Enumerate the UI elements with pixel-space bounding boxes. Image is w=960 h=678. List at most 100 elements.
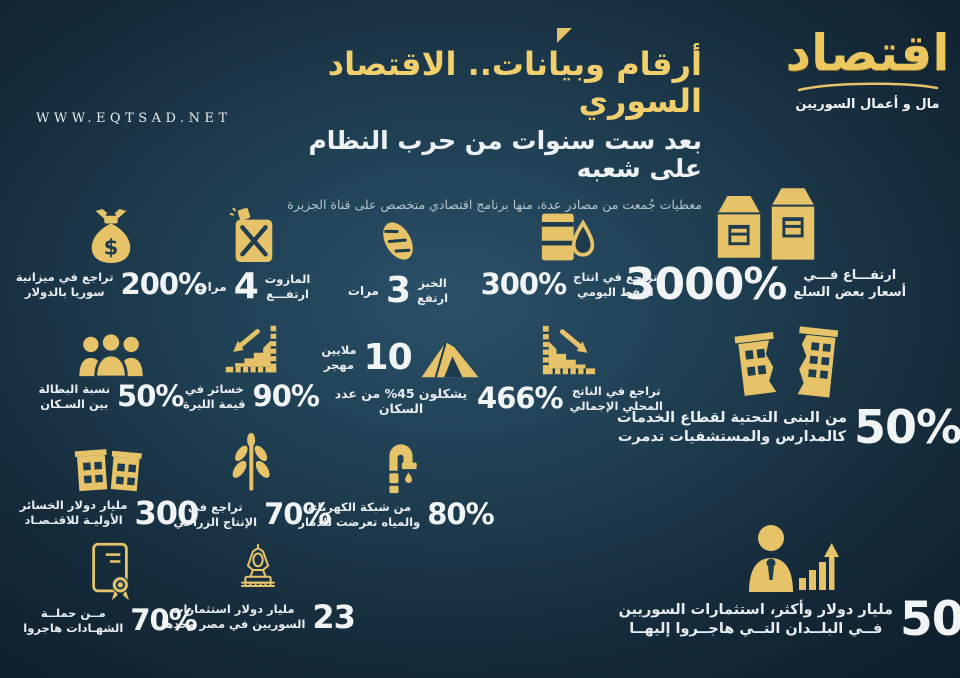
stat-agriculture: تراجع في الإنتاج الزراعي 70% bbox=[173, 432, 332, 530]
stat-label-line: تراجع في انتاج bbox=[573, 270, 658, 284]
stat-label-line: تراجع في ميزانية bbox=[15, 270, 114, 284]
page-subtitle: بعد ست سنوات من حرب النظام على شعبه bbox=[308, 125, 702, 184]
stat-value: 50% bbox=[117, 379, 184, 414]
stat-graduates-migrated: مــن حملــة الشهـادات هاجروا 70% bbox=[23, 540, 198, 636]
stat-label-line: من شبكة الكهرباء، bbox=[307, 500, 412, 514]
stat-label: من البنى التحتية لقطاع الخدمات كالمدارس … bbox=[617, 409, 847, 447]
stat-label-line: الخبز bbox=[418, 276, 447, 291]
stat-label-line: الإنتاج الزراعي bbox=[173, 514, 258, 529]
stat-label: من شبكة الكهرباء، والمياه تعرضت للدمار bbox=[298, 500, 420, 530]
jerry-can-icon bbox=[190, 206, 316, 266]
sphinx-icon bbox=[178, 542, 338, 598]
stat-label: مليار دولار وأكثر، استثمارات السوريين فـ… bbox=[619, 601, 893, 639]
stat-label-line: تراجع في الناتج bbox=[571, 384, 661, 398]
stat-label-line: السوريين في مصر وحدها bbox=[161, 617, 306, 632]
stat-subnote: يشكلون 45% من عدد السكان bbox=[334, 386, 468, 416]
stat-label-line: نسبة البطالة bbox=[38, 382, 111, 396]
stat-value: 466% bbox=[477, 381, 564, 416]
stat-label: خسائر في قيمة الليرة bbox=[183, 382, 246, 412]
wheat-plant-icon bbox=[186, 432, 318, 496]
milk-cartons-icon bbox=[638, 186, 893, 260]
stat-value: 80% bbox=[427, 497, 494, 532]
stat-value: 70% bbox=[130, 603, 197, 638]
stat-gdp: 466% تراجع في الناتج المحلي الإجمالي bbox=[477, 322, 663, 414]
stat-label-line: مليار دولار وأكثر، استثمارات السوريين bbox=[618, 602, 893, 619]
stat-value: 3 bbox=[386, 270, 411, 311]
stat-label: ارتفـــاع فـــي أسعار بعض السلع bbox=[793, 268, 906, 302]
stat-oil-production: 300% تراجع في انتاج النفط اليومي bbox=[481, 208, 657, 300]
stat-label-line: كالمدارس والمستشفيات تدمرت bbox=[617, 428, 847, 445]
stat-label-line: من البنى التحتية لقطاع الخدمات bbox=[616, 410, 848, 426]
stat-label: تراجع في الإنتاج الزراعي bbox=[173, 500, 257, 530]
stat-unit: مرات bbox=[347, 284, 379, 299]
money-bag-icon: $ bbox=[36, 206, 186, 266]
falling-chart-icon bbox=[184, 322, 318, 378]
source-note: معطيات جُمعت من مصادر عدة، منها برنامج ا… bbox=[287, 197, 702, 213]
stat-utilities: من شبكة الكهرباء، والمياه تعرضت للدمار 8… bbox=[298, 434, 495, 530]
bread-loaf-icon bbox=[338, 212, 458, 270]
stat-label-line: مليار دولار استثمارات bbox=[171, 602, 295, 617]
stat-label-line: ارتفع bbox=[417, 291, 449, 306]
stat-value: 300% bbox=[480, 267, 568, 302]
stat-value: 50 bbox=[900, 592, 960, 647]
stat-budget: $ تراجع في ميزانية سوريا بالدولار 200% bbox=[16, 206, 207, 300]
stat-value: 10 bbox=[363, 336, 413, 378]
stat-label-line: بين السـكان bbox=[40, 396, 109, 411]
stat-label: تراجع في الناتج المحلي الإجمالي bbox=[570, 384, 663, 414]
stat-displaced: ملايين مهجر 10 يشكلون 45% من عدد السكان bbox=[320, 336, 482, 416]
stat-economy-losses: مليار دولار الخسائر الأوليـة للاقتـصـاد … bbox=[20, 440, 199, 529]
stat-label-line: مــن حملــة bbox=[40, 606, 106, 620]
stat-label: نسبة البطالة بين السـكان bbox=[39, 382, 110, 412]
stat-value: 70% bbox=[264, 497, 331, 532]
stat-label-line: تراجع في bbox=[187, 500, 243, 514]
stat-label-line: النفط اليومي bbox=[577, 284, 654, 299]
stat-label-line: قيمة الليرة bbox=[183, 396, 246, 411]
stat-value: 50% bbox=[854, 400, 960, 454]
investor-growth-icon bbox=[626, 522, 956, 592]
stat-label: مليار دولار الخسائر الأوليـة للاقتـصـاد bbox=[20, 498, 128, 528]
stat-lira: خسائر في قيمة الليرة 90% bbox=[183, 322, 320, 412]
oil-barrel-drop-icon bbox=[488, 208, 650, 266]
stat-label-line: الأوليـة للاقتـصـاد bbox=[24, 513, 123, 528]
stat-infrastructure: من البنى التحتية لقطاع الخدمات كالمدارس … bbox=[617, 326, 960, 450]
stat-value: 23 bbox=[312, 598, 356, 636]
brand-tagline: مال و أعمال السوريين bbox=[795, 97, 940, 112]
stat-label-line: فــي البلــدان التــي هاجــروا إليهــا bbox=[629, 621, 883, 638]
stat-value: 3000% bbox=[624, 259, 788, 310]
stat-label-line: الشهـادات هاجروا bbox=[23, 620, 124, 635]
stat-label-line: خسائر في bbox=[184, 382, 244, 396]
stat-investments-abroad: مليار دولار وأكثر، استثمارات السوريين فـ… bbox=[619, 522, 960, 643]
stat-label-line: مليار دولار الخسائر bbox=[19, 498, 128, 513]
logo-swash-icon bbox=[797, 82, 938, 92]
damaged-building-icon bbox=[30, 440, 188, 494]
stat-value: 200% bbox=[120, 267, 208, 302]
stat-diesel-price: مرات 4 المازوت ارتفـــع bbox=[190, 206, 316, 307]
stat-label-line: سوريا بالدولار bbox=[24, 284, 105, 299]
stat-goods-prices: 3000% ارتفـــاع فـــي أسعار بعض السلع bbox=[625, 186, 906, 306]
stat-unit: مرات bbox=[195, 280, 227, 295]
stat-label: المازوت ارتفـــع bbox=[265, 272, 311, 302]
stat-label: مليار دولار استثمارات السوريين في مصر وح… bbox=[161, 602, 305, 632]
stat-label-line: ملايين bbox=[321, 343, 357, 358]
svg-text:$: $ bbox=[104, 234, 119, 259]
stat-label: تراجع في ميزانية سوريا بالدولار bbox=[16, 270, 114, 300]
stat-label-line: ارتفـــع bbox=[266, 287, 309, 302]
stat-bread-price: مرات 3 الخبز ارتفع bbox=[338, 212, 458, 311]
declining-chart-icon bbox=[486, 322, 654, 380]
stat-label: ملايين مهجر bbox=[321, 343, 356, 373]
stat-label-line: والمياه تعرضت للدمار bbox=[298, 514, 421, 529]
stat-label-line: أسعار بعض السلع bbox=[793, 284, 907, 300]
stat-investments-egypt: مليار دولار استثمارات السوريين في مصر وح… bbox=[161, 542, 356, 633]
stat-label-line: مهجر bbox=[323, 358, 355, 372]
stat-value: 300 bbox=[134, 494, 199, 532]
stat-label: الخبز ارتفع bbox=[417, 276, 448, 306]
stat-label-line: المحلي الإجمالي bbox=[569, 398, 663, 413]
stat-label-line: المازوت bbox=[264, 272, 311, 287]
stat-value: 4 bbox=[233, 266, 259, 307]
stat-label-line: ارتفـــاع فـــي bbox=[803, 268, 897, 283]
stat-label: مــن حملــة الشهـادات هاجروا bbox=[23, 606, 123, 636]
page-title: أرقام وبيانات.. الاقتصاد السوري bbox=[327, 45, 702, 120]
stat-label: تراجع في انتاج النفط اليومي bbox=[573, 270, 657, 300]
stat-unemployment: نسبة البطالة بين السـكان 50% bbox=[36, 330, 186, 412]
